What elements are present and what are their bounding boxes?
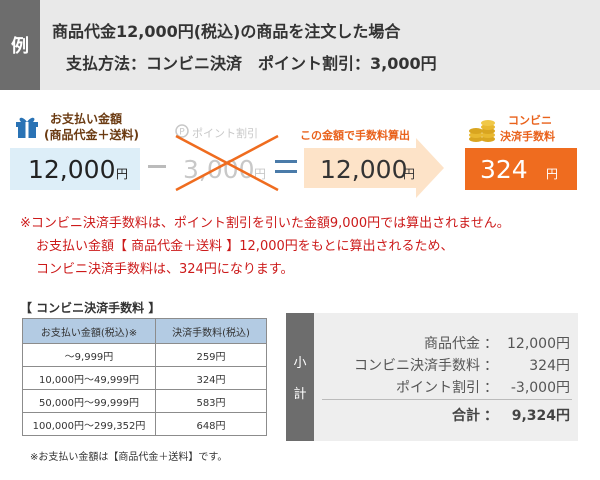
svg-text:P: P: [179, 128, 185, 138]
table-row: 50,000円～99,999円 583円: [22, 389, 267, 413]
table-row: ～9,999円 259円: [22, 343, 267, 367]
equals-sign-bottom: [275, 170, 297, 173]
arrow-shape: [304, 138, 444, 198]
table-row: 10,000円～49,999円 324円: [22, 366, 267, 390]
base-amount: 12,000: [320, 155, 408, 184]
fee-label: コンビニ: [508, 114, 552, 127]
subtotal-row-colon: ：: [484, 380, 498, 396]
payment-box: [10, 148, 140, 190]
table-header-amount: お支払い金額(税込)※: [22, 318, 156, 344]
note-line-3: コンビニ決済手数料は、324円になります。: [36, 262, 294, 277]
fee-table: お支払い金額(税込)※ 決済手数料(税込) ～9,999円 259円 10,00…: [22, 318, 267, 436]
example-title: 商品代金12,000円(税込)の商品を注文した場合: [52, 22, 401, 41]
subtotal-tab-char: 小: [293, 356, 307, 371]
table-cell-fee: 648円: [155, 412, 267, 436]
payment-amount: 12,000: [28, 155, 116, 184]
minus-sign: [148, 165, 166, 168]
table-cell-fee: 259円: [155, 343, 267, 367]
base-amount-unit: 円: [403, 167, 416, 181]
subtotal-row-label: ポイント割引: [396, 380, 480, 396]
point-coin-icon: P: [175, 124, 189, 138]
fee-amount: 324: [480, 155, 528, 184]
subtotal-row-value: 12,000円: [507, 336, 570, 352]
table-header-fee: 決済手数料(税込): [155, 318, 267, 344]
table-cell-range: 100,000円～299,352円: [22, 412, 156, 436]
subtotal-row-colon: ：: [484, 358, 498, 374]
fee-box: [465, 148, 577, 190]
subtotal-row-label: 商品代金: [424, 336, 480, 352]
table-cell-fee: 324円: [155, 366, 267, 390]
subtotal-row-point: ポイント割引 ： -3,000円: [320, 377, 570, 397]
subtotal-row-total: 合計 ： 9,324円: [320, 405, 570, 425]
coins-icon: [469, 120, 495, 142]
note-line-1: ※コンビニ決済手数料は、ポイント割引を引いた金額9,000円では算出されません。: [20, 216, 510, 231]
point-discount-label: ポイント割引: [192, 127, 258, 140]
total-label: 合計: [452, 408, 480, 424]
table-cell-range: 10,000円～49,999円: [22, 366, 156, 390]
base-amount-label: この金額で手数料算出: [300, 129, 410, 142]
subtotal-tab-char: 計: [293, 387, 307, 402]
payment-unit: 円: [116, 167, 129, 181]
subtotal-panel: [286, 313, 578, 441]
payment-sublabel: (商品代金＋送料): [44, 128, 139, 142]
example-subtitle: 支払方法：コンビニ決済 ポイント割引：3,000円: [66, 54, 437, 73]
total-value: 9,324円: [511, 408, 570, 424]
subtotal-row-fee: コンビニ決済手数料 ： 324円: [320, 355, 570, 375]
fee-sublabel: 決済手数料: [500, 130, 555, 143]
table-cell-range: 50,000円～99,999円: [22, 389, 156, 413]
fee-unit: 円: [546, 167, 559, 181]
subtotal-row-label: コンビニ決済手数料: [354, 358, 480, 374]
subtotal-row-product: 商品代金 ： 12,000円: [320, 333, 570, 353]
table-cell-fee: 583円: [155, 389, 267, 413]
note-line-2: お支払い金額【 商品代金＋送料 】12,000円をもとに算出されるため、: [36, 239, 454, 254]
fee-table-title: 【 コンビニ決済手数料 】: [20, 301, 161, 315]
gift-icon: [16, 117, 38, 138]
total-colon: ：: [484, 408, 498, 424]
equals-sign-top: [275, 160, 297, 163]
table-header-row: お支払い金額(税込)※ 決済手数料(税込): [22, 318, 267, 344]
fee-table-note: ※お支払い金額は【商品代金＋送料】です。: [30, 452, 228, 463]
subtotal-row-value: 324円: [529, 358, 570, 374]
example-header: [0, 0, 600, 90]
subtotal-row-colon: ：: [484, 336, 498, 352]
subtotal-row-value: -3,000円: [510, 380, 570, 396]
subtotal-divider: [322, 399, 572, 400]
payment-label: お支払い金額: [50, 112, 123, 126]
example-tag: 例: [0, 0, 40, 90]
table-row: 100,000円～299,352円 648円: [22, 412, 267, 436]
cross-out-mark: [175, 134, 279, 192]
subtotal-tab: 小 計: [286, 313, 314, 441]
table-cell-range: ～9,999円: [22, 343, 156, 367]
